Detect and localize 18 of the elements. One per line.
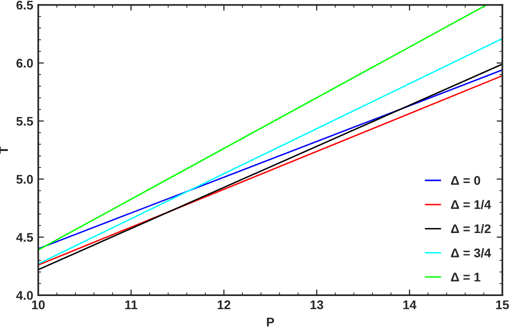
- x-tick-label: 13: [310, 300, 324, 310]
- x-tick-label: 12: [218, 300, 230, 310]
- y-tick-label: 4.5: [16, 233, 34, 242]
- y-tick-label: 4.0: [16, 291, 33, 300]
- y-tick-label: 6.5: [16, 0, 34, 10]
- legend-label: Δ = 1/4: [451, 200, 492, 210]
- y-tick-label: 5.0: [16, 174, 33, 184]
- legend-label: Δ = 1/2: [451, 224, 491, 234]
- x-tick-label: 14: [403, 300, 416, 310]
- legend-label: Δ = 0: [451, 176, 480, 185]
- legend-label: Δ = 1: [451, 272, 480, 282]
- x-tick-label: 10: [32, 300, 45, 310]
- legend-label: Δ = 3/4: [451, 248, 492, 258]
- x-tick-label: 15: [496, 300, 509, 310]
- x-tick-label: 11: [125, 300, 138, 310]
- x-axis-title: P: [266, 318, 274, 326]
- y-tick-label: 5.5: [16, 116, 34, 126]
- y-tick-label: 6.0: [16, 58, 33, 68]
